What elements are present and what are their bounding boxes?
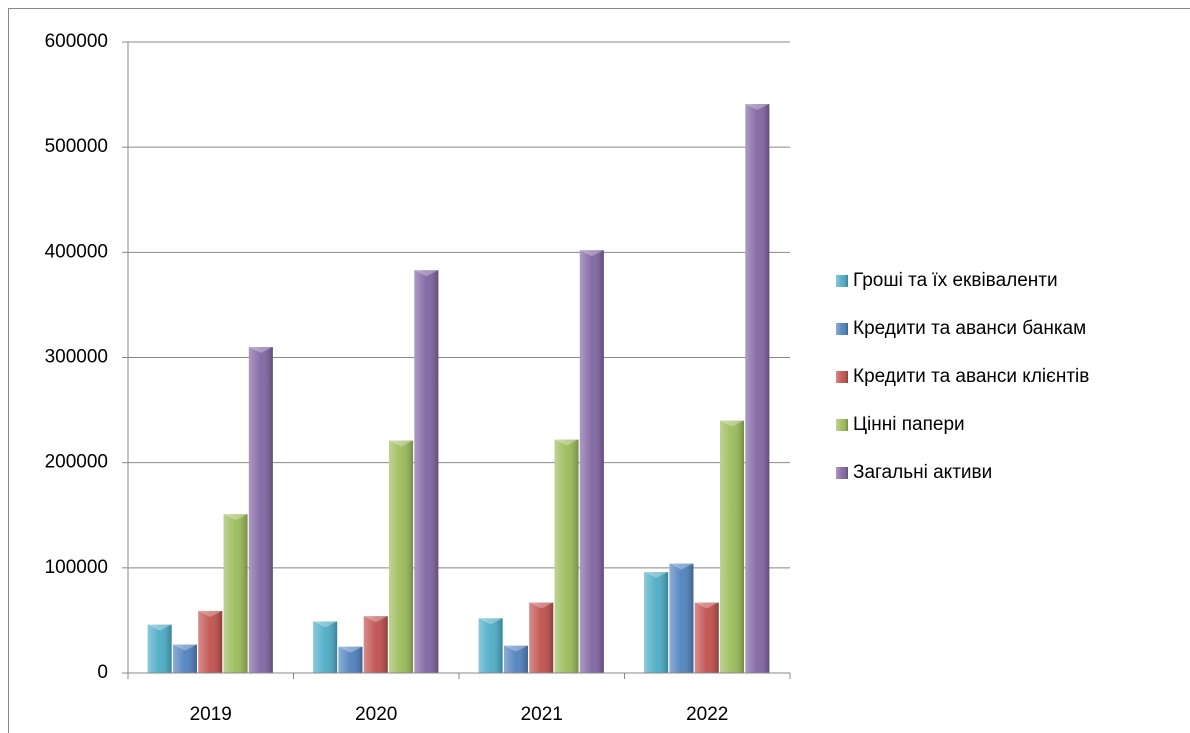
bar-shine: [172, 644, 197, 673]
legend-label: Гроші та їх еквіваленти: [853, 270, 1058, 291]
bar-shine: [529, 602, 554, 673]
bar-shine: [147, 624, 172, 673]
bar-shine: [198, 610, 223, 673]
bar-bevel: [147, 624, 172, 631]
bar-bevel: [198, 610, 223, 617]
y-tick-label: 0: [97, 662, 108, 683]
x-tick-label: 2020: [355, 704, 397, 725]
bar-bevel: [338, 646, 363, 653]
y-tick-label: 400000: [45, 241, 108, 262]
bar-bevel: [248, 346, 273, 353]
bar-bevel: [478, 618, 503, 625]
legend-label: Цінні папери: [853, 414, 965, 435]
legend-swatch-shine: [836, 419, 848, 431]
x-tick-label: 2021: [521, 704, 563, 725]
bar-bevel: [363, 616, 388, 623]
legend-swatch-shine: [836, 323, 848, 335]
bar-bevel: [313, 621, 338, 628]
bar-shine: [554, 439, 579, 673]
bar-bevel: [223, 514, 248, 521]
bar-bevel: [503, 645, 528, 652]
bar-shine: [644, 572, 669, 673]
bar-shine: [579, 250, 604, 674]
bar-shine: [745, 104, 770, 673]
bar-bevel: [694, 602, 719, 609]
legend-swatch-shine: [836, 371, 848, 383]
bar-bevel: [389, 440, 414, 447]
bar-bevel: [579, 250, 604, 257]
bar-shine: [248, 346, 273, 673]
x-tick-label: 2019: [190, 704, 232, 725]
legend-swatch-shine: [836, 467, 848, 479]
bar-bevel: [414, 270, 439, 277]
x-tick-label: 2022: [686, 704, 728, 725]
bar-shine: [669, 563, 694, 673]
bar-bevel: [554, 439, 579, 446]
bar-bevel: [529, 602, 554, 609]
y-tick-label: 500000: [45, 136, 108, 157]
bar-bevel: [720, 420, 745, 427]
bar-shine: [363, 616, 388, 673]
bar-shine: [414, 270, 439, 673]
bar-shine: [338, 646, 363, 673]
bar-bevel: [669, 563, 694, 570]
bar-shine: [720, 420, 745, 673]
y-tick-label: 100000: [45, 557, 108, 578]
bar-bevel: [644, 572, 669, 579]
y-tick-label: 600000: [45, 31, 108, 52]
bar-shine: [694, 602, 719, 673]
legend-label: Кредити та аванси банкам: [853, 318, 1086, 339]
bar-shine: [313, 621, 338, 673]
y-tick-label: 300000: [45, 347, 108, 368]
legend-label: Кредити та аванси клієнтів: [853, 366, 1089, 387]
y-tick-label: 200000: [45, 452, 108, 473]
bar-shine: [503, 645, 528, 673]
bar-bevel: [172, 644, 197, 651]
chart-border: [8, 8, 1190, 733]
bar-shine: [389, 440, 414, 673]
legend-label: Загальні активи: [853, 462, 992, 483]
bar-shine: [223, 514, 248, 673]
bar-bevel: [745, 104, 770, 111]
legend-swatch-shine: [836, 275, 848, 287]
bar-shine: [478, 618, 503, 673]
